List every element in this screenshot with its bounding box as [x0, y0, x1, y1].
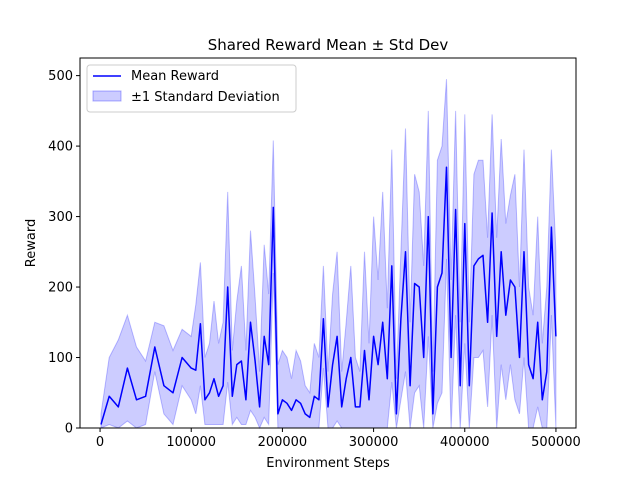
- y-tick-label: 400: [48, 140, 73, 155]
- x-tick-label: 500000: [531, 435, 581, 450]
- x-tick-label: 100000: [166, 435, 216, 450]
- x-tick-label: 0: [96, 435, 104, 450]
- legend-label-mean: Mean Reward: [131, 69, 219, 84]
- axis-ticks: 0 100000 200000 300000 400000 500000 0 100 200 30…: [48, 69, 581, 450]
- y-tick-label: 200: [48, 281, 73, 296]
- legend-band-swatch: [92, 90, 122, 102]
- x-tick-label: 400000: [440, 435, 490, 450]
- legend-label-std: ±1 Standard Deviation: [131, 90, 280, 105]
- y-axis-label: Reward: [24, 219, 39, 267]
- plot-frame: [79, 57, 577, 429]
- x-tick-label: 200000: [258, 435, 308, 450]
- chart-title: Shared Reward Mean ± Std Dev: [208, 36, 449, 54]
- x-axis-label: Environment Steps: [266, 456, 390, 471]
- y-tick-label: 300: [48, 210, 73, 225]
- legend: Mean Reward ±1 Standard Deviation: [86, 64, 297, 113]
- y-tick-label: 0: [65, 422, 73, 437]
- y-tick-label: 100: [48, 351, 73, 366]
- mean-reward-line: [100, 166, 557, 425]
- x-tick-label: 300000: [349, 435, 399, 450]
- legend-box: [86, 64, 297, 113]
- y-tick-label: 500: [48, 69, 73, 84]
